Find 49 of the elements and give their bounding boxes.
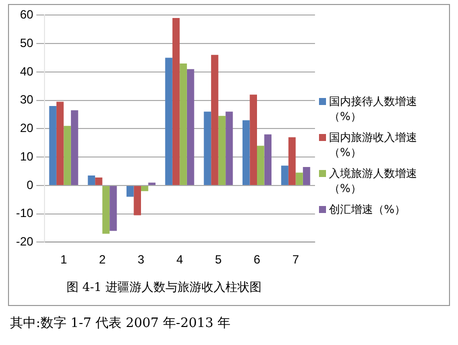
x-tick-label: 5: [214, 252, 222, 267]
bar: [226, 112, 233, 185]
bar: [264, 134, 272, 185]
text: 图 4-1 进疆游人数与旅游收入柱状图: [66, 280, 262, 294]
x-tick-label: 2: [99, 252, 106, 267]
y-tick-label: 20: [20, 121, 34, 136]
bar: [218, 116, 226, 185]
x-tick-label: 6: [254, 252, 261, 267]
bar: [95, 178, 102, 185]
bar: [64, 126, 71, 185]
bar: [288, 137, 296, 185]
text: 其中:数字 1-7 代表 2007 年-2013 年: [10, 315, 232, 332]
bar: [296, 172, 303, 185]
bar: [126, 186, 134, 197]
bar: [56, 102, 64, 185]
y-tick-label: -20: [16, 234, 34, 249]
y-tick-label: 50: [20, 36, 34, 50]
y-tick-label: 30: [20, 92, 34, 107]
bar: [102, 186, 110, 234]
bar: [180, 63, 187, 185]
bar: [70, 110, 78, 185]
bar: [250, 94, 257, 185]
bar: [165, 58, 172, 185]
x-tick-label: 4: [176, 252, 184, 267]
y-tick-label: -10: [16, 206, 34, 220]
bar: [204, 112, 212, 185]
bar: [141, 186, 148, 192]
bar: [211, 54, 218, 185]
y-tick-label: 40: [20, 64, 34, 78]
x-tick-label: 7: [292, 252, 300, 267]
x-tick-label: 1: [60, 252, 68, 267]
bar: [172, 18, 180, 185]
bar: [242, 120, 250, 185]
bar: [110, 186, 117, 231]
bar: [49, 106, 56, 185]
legend-label: 国内旅游收入增速（%）: [329, 130, 418, 160]
bar: [88, 176, 96, 185]
y-tick-label: 10: [20, 149, 34, 164]
bar: [257, 146, 264, 185]
bar: [281, 166, 288, 185]
y-tick-label: 60: [20, 8, 34, 22]
bar: [186, 69, 194, 185]
legend-label: 国内接待人数增速（%）: [329, 94, 418, 124]
bar: [134, 186, 142, 216]
legend-label: 入境旅游人数增速（%）: [329, 166, 418, 196]
legend-label: 创汇增速（%）: [329, 202, 406, 216]
y-tick-label: 0: [26, 178, 34, 192]
bar: [302, 167, 310, 185]
x-tick-label: 3: [138, 252, 145, 267]
